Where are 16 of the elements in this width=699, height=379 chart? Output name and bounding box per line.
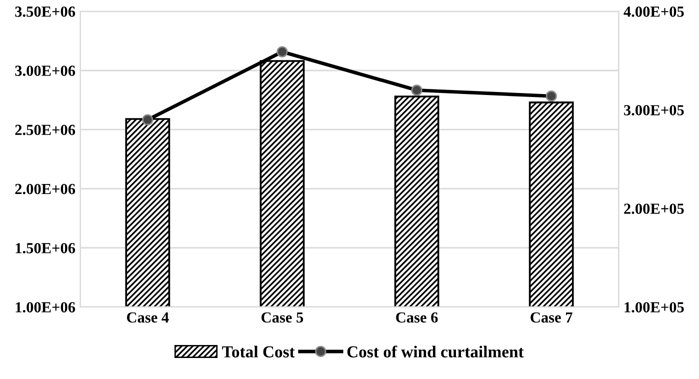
y-tick-label: 3.00E+06 [15,66,76,76]
y-tick-label: 2.00E+06 [15,184,76,194]
y2-tick-label: 1.00E+05 [624,302,684,313]
y-tick-label: 1.50E+06 [16,243,76,254]
y2-tick-label: 3.00E+05 [624,105,684,116]
x-tick-label: Case 7 [530,312,572,323]
x-tick-label: Case 4 [126,312,169,323]
legend-label: Cost of wind curtailment [347,346,524,358]
x-tick-label: Case 6 [396,312,438,323]
y2-tick-label: 2.00E+05 [624,204,684,214]
x-tick-label: Case 5 [262,312,304,323]
y-tick-label: 3.50E+06 [15,6,76,17]
y2-tick-label: 4.00E+05 [624,6,684,17]
y-tick-label: 2.50E+06 [15,124,76,136]
y-tick-label: 1.00E+06 [16,302,76,313]
legend-label: Total Cost [222,346,295,358]
